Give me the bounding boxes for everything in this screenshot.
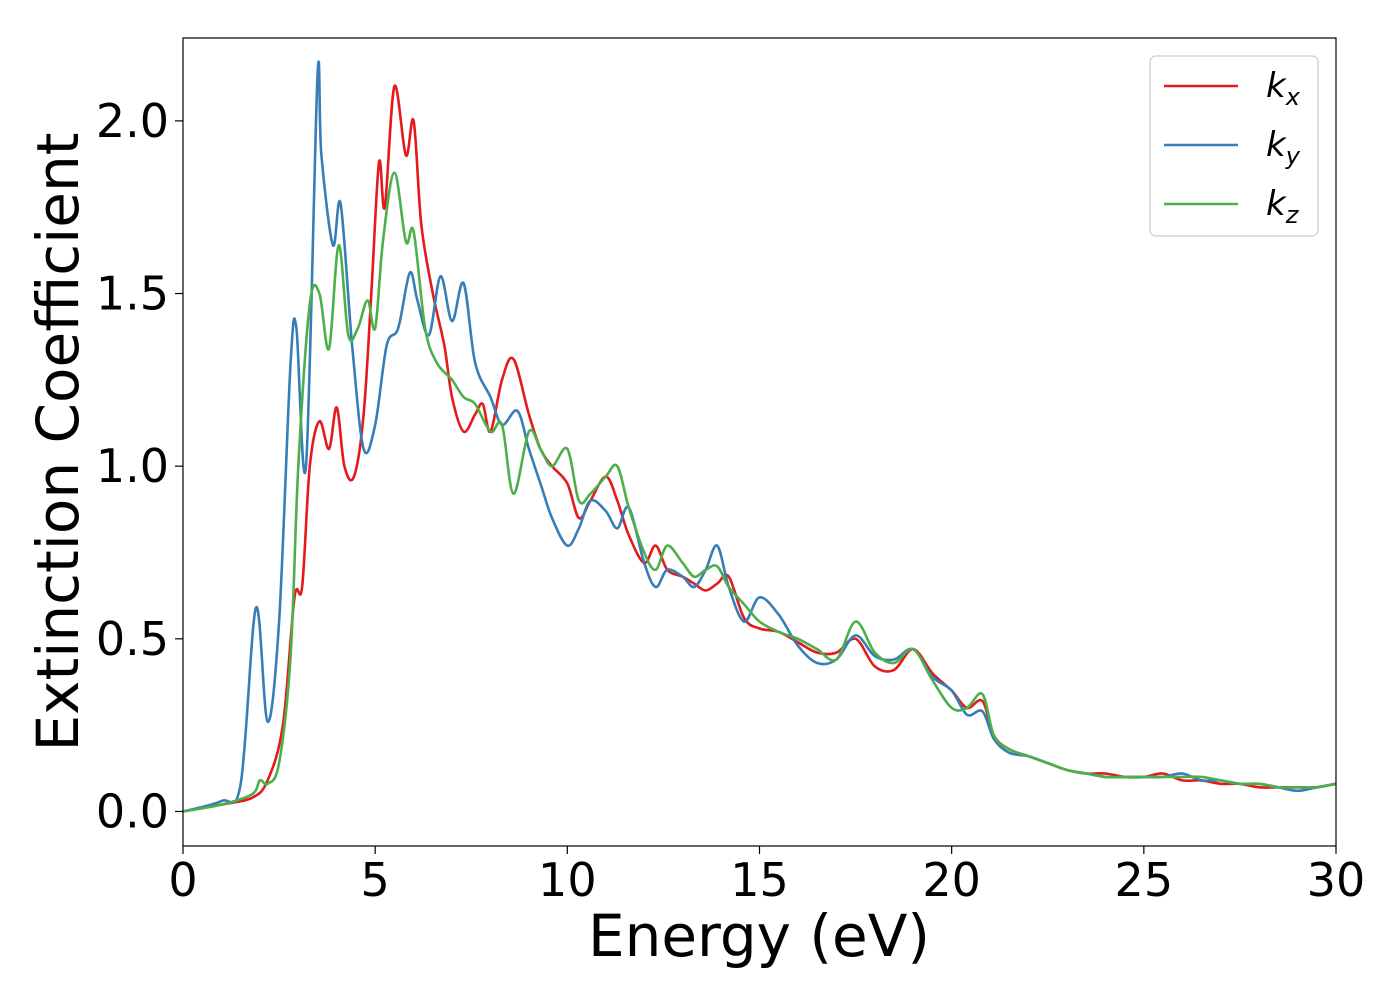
legend-label-kz: kz (1266, 184, 1300, 229)
x-axis-ticks: 0 5 10 15 20 25 30 (168, 846, 1365, 907)
y-tick-label: 0.5 (96, 612, 169, 666)
series-line-kz (182, 171, 1337, 813)
y-tick-label: 0.0 (96, 784, 169, 838)
y-axis-ticks: 0.0 0.5 1.0 1.5 2.0 (96, 94, 183, 838)
x-tick-label: 10 (538, 853, 597, 907)
y-tick-label: 1.0 (96, 439, 169, 493)
x-tick-label: 0 (168, 853, 197, 907)
legend: kx ky kz (1149, 55, 1319, 237)
y-tick-label: 2.0 (96, 94, 169, 148)
series-lines (182, 60, 1337, 813)
x-tick-label: 5 (361, 853, 390, 907)
x-tick-label: 25 (1115, 853, 1174, 907)
x-tick-label: 20 (922, 853, 981, 907)
legend-label-kx: kx (1266, 66, 1301, 111)
x-tick-label: 30 (1307, 853, 1366, 907)
x-axis-label: Energy (eV) (588, 902, 930, 970)
legend-label-ky: ky (1266, 125, 1301, 170)
x-tick-label: 15 (730, 853, 789, 907)
y-axis-label: Extinction Coefficient (24, 133, 92, 752)
y-tick-label: 1.5 (96, 267, 169, 321)
